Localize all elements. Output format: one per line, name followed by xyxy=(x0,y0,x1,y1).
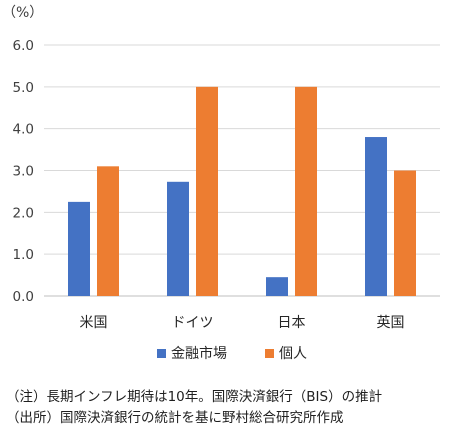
legend-swatch xyxy=(157,349,166,358)
y-tick-label: 1.0 xyxy=(13,247,34,263)
footnotes: （注）長期インフレ期待は10年。国際決済銀行（BIS）の推計 （出所）国際決済銀… xyxy=(6,387,451,429)
bars xyxy=(68,86,416,296)
y-tick-label: 5.0 xyxy=(13,80,34,96)
y-tick-label: 0.0 xyxy=(13,289,34,305)
bar-financial-market xyxy=(266,277,288,296)
x-tick-label: 日本 xyxy=(278,315,306,331)
legend-swatch xyxy=(265,349,274,358)
legend-label: 個人 xyxy=(279,346,307,362)
x-tick-label: ドイツ xyxy=(172,315,214,331)
x-tick-label: 英国 xyxy=(377,314,405,331)
y-axis-tick-labels: 0.0 1.0 2.0 3.0 4.0 5.0 6.0 xyxy=(13,38,34,305)
bar-individual xyxy=(97,166,119,296)
bar-financial-market xyxy=(167,181,189,296)
y-tick-label: 3.0 xyxy=(13,164,34,180)
bar-individual xyxy=(394,170,416,296)
bar-individual xyxy=(295,86,317,296)
y-tick-label: 6.0 xyxy=(13,38,34,54)
legend: 金融市場 個人 xyxy=(157,345,307,362)
y-tick-label: 2.0 xyxy=(13,205,34,221)
legend-label: 金融市場 xyxy=(171,345,227,362)
x-tick-label: 米国 xyxy=(80,315,108,331)
note-line: （注）長期インフレ期待は10年。国際決済銀行（BIS）の推計 xyxy=(6,389,383,405)
x-axis-tick-labels: 米国 ドイツ 日本 英国 xyxy=(80,314,405,331)
bar-financial-market xyxy=(365,137,387,296)
y-tick-label: 4.0 xyxy=(13,122,34,138)
bar-financial-market xyxy=(68,201,90,296)
source-line: （出所）国際決済銀行の統計を基に野村総合研究所作成 xyxy=(6,410,344,426)
y-axis-unit-label: （%） xyxy=(2,5,43,21)
bar-individual xyxy=(196,86,218,296)
